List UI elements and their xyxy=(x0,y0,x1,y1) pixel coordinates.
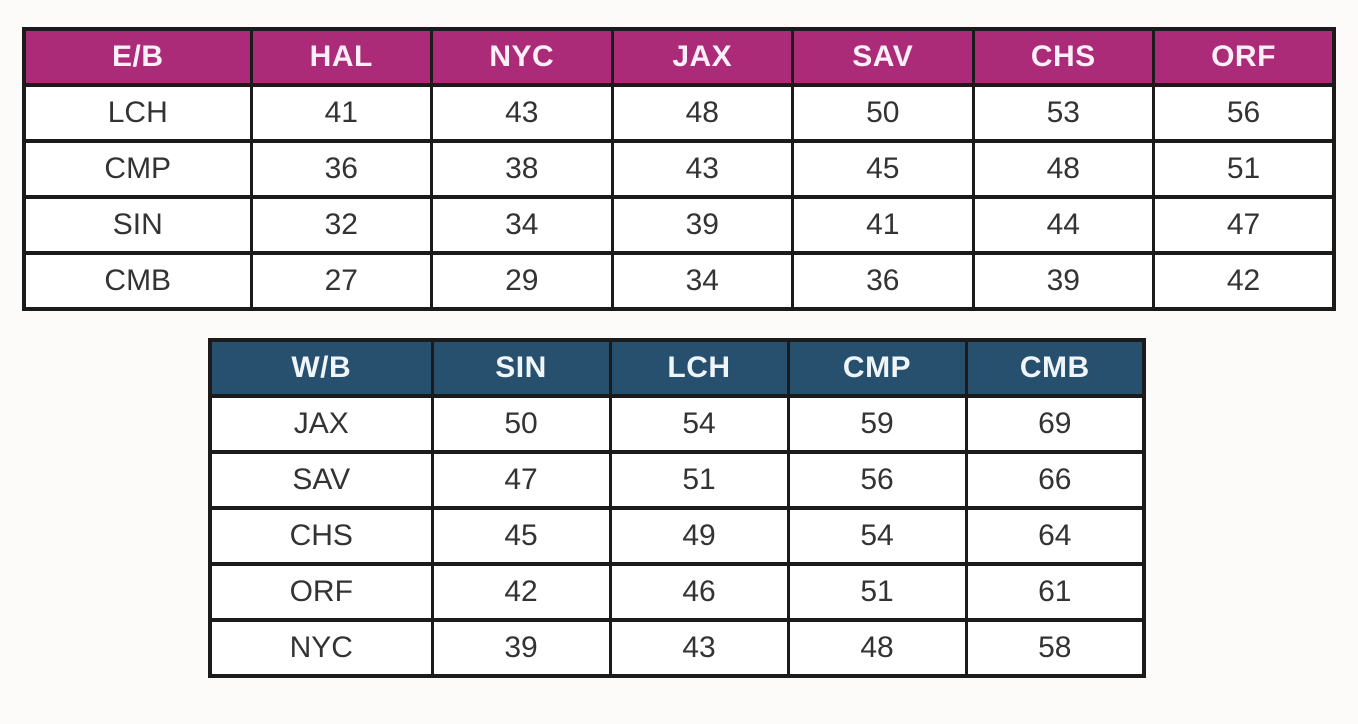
row-label-cell: CMP xyxy=(22,139,253,199)
data-cell: 48 xyxy=(610,83,794,143)
data-cell: 69 xyxy=(964,394,1146,454)
row-label-cell: SIN xyxy=(22,195,253,255)
data-cell: 36 xyxy=(249,139,433,199)
data-cell: 41 xyxy=(249,83,433,143)
eastbound-rate-table-container: E/B HAL NYC JAX SAV CHS ORF LCH 41 43 48 50 53 56 CMP 3… xyxy=(22,27,1336,311)
data-cell: 51 xyxy=(786,562,968,622)
data-cell: 46 xyxy=(608,562,790,622)
column-header-cell: JAX xyxy=(610,27,794,87)
data-cell: 51 xyxy=(608,450,790,510)
data-cell: 50 xyxy=(430,394,612,454)
westbound-rate-table-container: W/B SIN LCH CMP CMB JAX 50 54 59 69 SAV 47 51 56 66 CHS… xyxy=(208,338,1146,678)
table-row: JAX 50 54 59 69 xyxy=(208,394,1146,454)
data-cell: 58 xyxy=(964,618,1146,678)
row-label-cell: CHS xyxy=(208,506,434,566)
data-cell: 45 xyxy=(791,139,975,199)
corner-header-cell: E/B xyxy=(22,27,253,87)
column-header-cell: CMP xyxy=(786,338,968,398)
data-cell: 42 xyxy=(1152,251,1336,311)
data-cell: 56 xyxy=(1152,83,1336,143)
table-row: SIN 32 34 39 41 44 47 xyxy=(22,195,1336,255)
data-cell: 29 xyxy=(430,251,614,311)
data-cell: 54 xyxy=(786,506,968,566)
data-cell: 66 xyxy=(964,450,1146,510)
column-header-cell: CMB xyxy=(964,338,1146,398)
row-label-cell: LCH xyxy=(22,83,253,143)
data-cell: 34 xyxy=(430,195,614,255)
table-row: CMB 27 29 34 36 39 42 xyxy=(22,251,1336,311)
data-cell: 64 xyxy=(964,506,1146,566)
data-cell: 48 xyxy=(786,618,968,678)
column-header-cell: SAV xyxy=(791,27,975,87)
data-cell: 39 xyxy=(430,618,612,678)
data-cell: 43 xyxy=(610,139,794,199)
column-header-cell: LCH xyxy=(608,338,790,398)
table-row: NYC 39 43 48 58 xyxy=(208,618,1146,678)
row-label-cell: CMB xyxy=(22,251,253,311)
column-header-cell: CHS xyxy=(971,27,1155,87)
data-cell: 50 xyxy=(791,83,975,143)
table-row: CMP 36 38 43 45 48 51 xyxy=(22,139,1336,199)
data-cell: 27 xyxy=(249,251,433,311)
westbound-rates-header-row: W/B SIN LCH CMP CMB xyxy=(208,338,1146,398)
data-cell: 48 xyxy=(971,139,1155,199)
data-cell: 49 xyxy=(608,506,790,566)
data-cell: 59 xyxy=(786,394,968,454)
column-header-cell: HAL xyxy=(249,27,433,87)
row-label-cell: SAV xyxy=(208,450,434,510)
column-header-cell: SIN xyxy=(430,338,612,398)
data-cell: 47 xyxy=(1152,195,1336,255)
row-label-cell: NYC xyxy=(208,618,434,678)
data-cell: 45 xyxy=(430,506,612,566)
eastbound-rate-table: E/B HAL NYC JAX SAV CHS ORF LCH 41 43 48 50 53 56 CMP 3… xyxy=(22,27,1336,311)
data-cell: 53 xyxy=(971,83,1155,143)
westbound-rate-table: W/B SIN LCH CMP CMB JAX 50 54 59 69 SAV 47 51 56 66 CHS… xyxy=(208,338,1146,678)
data-cell: 44 xyxy=(971,195,1155,255)
eastbound-rates-header-row: E/B HAL NYC JAX SAV CHS ORF xyxy=(22,27,1336,87)
data-cell: 47 xyxy=(430,450,612,510)
data-cell: 41 xyxy=(791,195,975,255)
data-cell: 42 xyxy=(430,562,612,622)
data-cell: 51 xyxy=(1152,139,1336,199)
column-header-cell: ORF xyxy=(1152,27,1336,87)
data-cell: 34 xyxy=(610,251,794,311)
data-cell: 39 xyxy=(971,251,1155,311)
data-cell: 32 xyxy=(249,195,433,255)
data-cell: 39 xyxy=(610,195,794,255)
table-row: SAV 47 51 56 66 xyxy=(208,450,1146,510)
column-header-cell: NYC xyxy=(430,27,614,87)
data-cell: 54 xyxy=(608,394,790,454)
table-row: LCH 41 43 48 50 53 56 xyxy=(22,83,1336,143)
data-cell: 61 xyxy=(964,562,1146,622)
data-cell: 38 xyxy=(430,139,614,199)
data-cell: 56 xyxy=(786,450,968,510)
row-label-cell: JAX xyxy=(208,394,434,454)
corner-header-cell: W/B xyxy=(208,338,434,398)
data-cell: 43 xyxy=(430,83,614,143)
table-row: CHS 45 49 54 64 xyxy=(208,506,1146,566)
data-cell: 43 xyxy=(608,618,790,678)
table-row: ORF 42 46 51 61 xyxy=(208,562,1146,622)
row-label-cell: ORF xyxy=(208,562,434,622)
data-cell: 36 xyxy=(791,251,975,311)
